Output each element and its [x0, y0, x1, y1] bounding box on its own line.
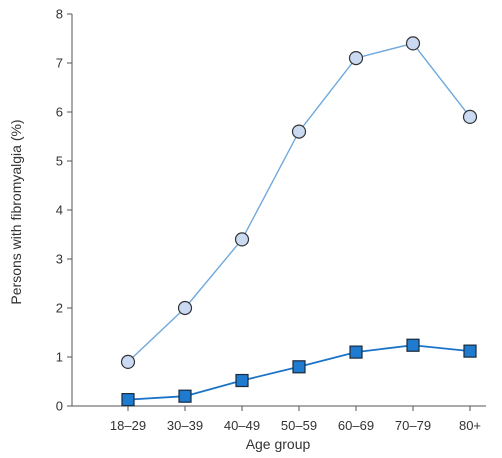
x-tick-label: 60–69	[338, 418, 374, 433]
series-1-point	[405, 36, 421, 51]
x-ticks: 18–29 30–39 40–49 50–59 60–69 70–79 80+	[110, 406, 481, 433]
series-1-point	[348, 50, 364, 66]
y-tick-label: 2	[56, 301, 63, 316]
y-tick-label: 6	[56, 105, 63, 120]
series-1-line	[127, 42, 471, 363]
y-ticks: 0 1 2 3 4 5 6 7 8	[56, 7, 72, 414]
x-tick-label: 30–39	[167, 418, 203, 433]
series-2-point	[463, 344, 477, 358]
y-tick-label: 8	[56, 7, 63, 22]
series-group	[120, 36, 478, 407]
series-2-point	[178, 389, 192, 403]
y-tick-label: 1	[56, 350, 63, 365]
x-axis-label: Age group	[246, 436, 311, 452]
x-tick-label: 50–59	[281, 418, 317, 433]
y-tick-label: 4	[56, 203, 63, 218]
y-tick-label: 3	[56, 252, 63, 267]
x-tick-label: 70–79	[395, 418, 431, 433]
y-tick-label: 0	[56, 399, 63, 414]
series-2-point	[349, 345, 363, 359]
series-1-point	[291, 124, 307, 139]
y-axis-label: Persons with fibromyalgia (%)	[8, 119, 24, 304]
x-tick-label: 40–49	[224, 418, 260, 433]
y-tick-label: 5	[56, 154, 63, 169]
x-tick-label: 18–29	[110, 418, 146, 433]
series-1-point	[120, 354, 136, 369]
x-tick-label: 80+	[459, 418, 481, 433]
series-2-point	[292, 360, 306, 374]
series-2-point	[406, 338, 420, 352]
series-1-point	[234, 232, 250, 247]
series-2-point	[121, 393, 135, 407]
series-1-point	[177, 300, 193, 316]
series-2-point	[235, 373, 249, 388]
y-tick-label: 7	[56, 56, 63, 71]
series-1-point	[462, 109, 478, 125]
